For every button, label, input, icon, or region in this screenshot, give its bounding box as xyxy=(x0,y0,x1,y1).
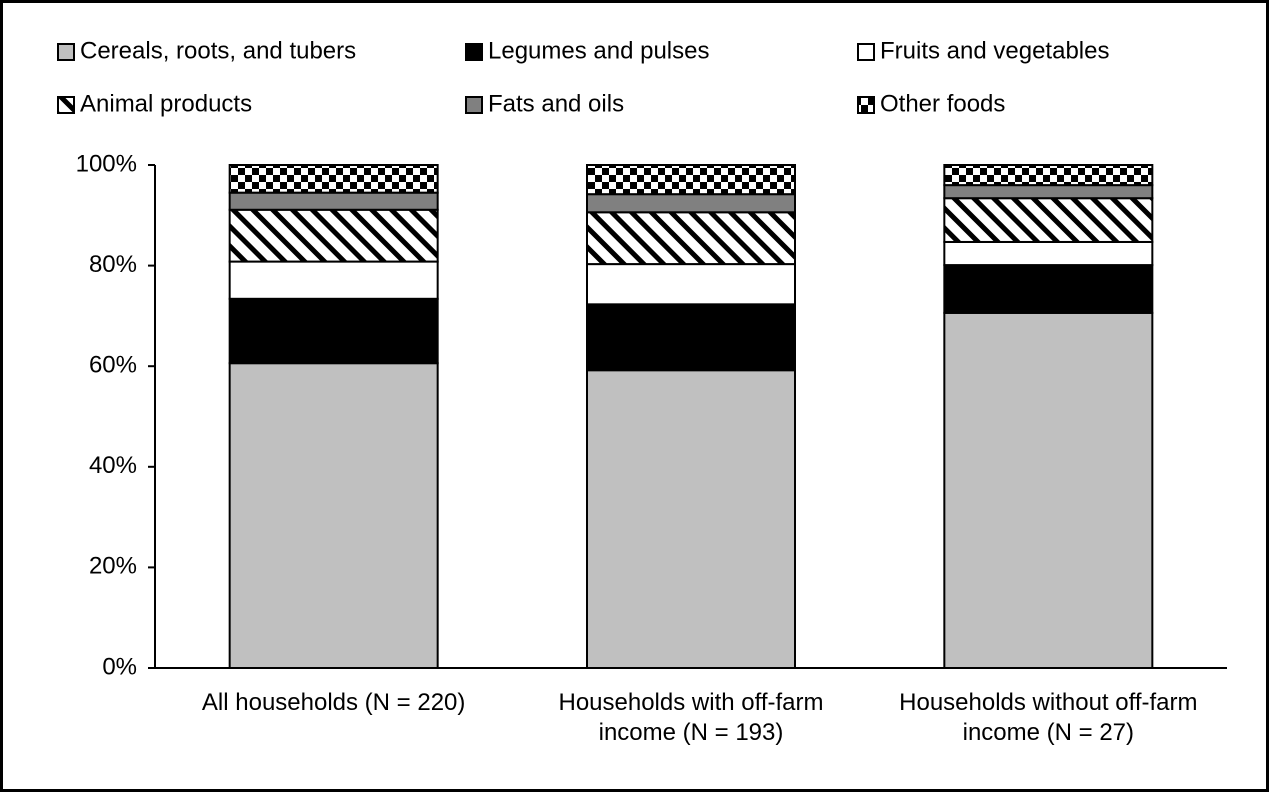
bar-segment xyxy=(586,164,796,196)
y-tick-label: 80% xyxy=(89,251,137,278)
x-tick-label: Households without off-farm income (N = … xyxy=(899,689,1198,746)
x-tick-label: All households (N = 220) xyxy=(201,689,466,716)
bar-segment xyxy=(228,362,439,669)
x-tick-label: Households with off-farm income (N = 193… xyxy=(558,689,824,746)
y-tick-label: 100% xyxy=(76,150,137,177)
legend-label: Animal products xyxy=(80,90,252,117)
bar-segment xyxy=(228,260,439,300)
bar-segment xyxy=(586,263,796,306)
legend-swatch xyxy=(465,43,483,61)
y-tick-label: 40% xyxy=(89,452,137,479)
y-tick-label: 20% xyxy=(89,553,137,580)
bar-segment xyxy=(943,264,1154,314)
bar-segment xyxy=(228,297,439,365)
legend-swatch xyxy=(57,96,75,114)
bar-segment xyxy=(943,311,1154,669)
legend-label: Fats and oils xyxy=(488,90,624,117)
legend-swatch xyxy=(57,43,75,61)
bar-segment xyxy=(943,240,1154,267)
bar-segment xyxy=(943,197,1154,243)
legend-swatch xyxy=(857,96,875,114)
bar-segment xyxy=(943,184,1154,200)
legend-swatch xyxy=(857,43,875,61)
bar-segment xyxy=(228,164,439,194)
legend-label: Cereals, roots, and tubers xyxy=(80,37,356,64)
bar-segment xyxy=(586,303,796,372)
bar-segment xyxy=(228,191,439,211)
y-tick-label: 60% xyxy=(89,352,137,379)
legend-label: Fruits and vegetables xyxy=(880,37,1109,64)
y-tick-label: 0% xyxy=(102,653,137,680)
bar-segment xyxy=(586,193,796,214)
bar-segment xyxy=(586,369,796,669)
bar-segment xyxy=(586,211,796,266)
legend-label: Legumes and pulses xyxy=(488,37,709,64)
bar-segment xyxy=(228,208,439,263)
bar-segment xyxy=(943,164,1154,187)
legend-label: Other foods xyxy=(880,90,1005,117)
legend-swatch xyxy=(465,96,483,114)
